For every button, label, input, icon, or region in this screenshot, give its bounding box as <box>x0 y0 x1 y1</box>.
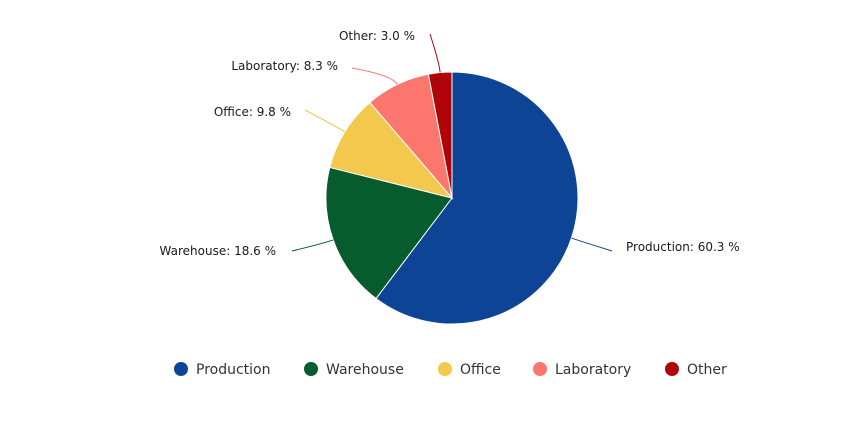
data-label-office: Office: 9.8 % <box>214 105 291 119</box>
leader-line-office <box>304 109 346 133</box>
legend-marker-other <box>665 362 679 376</box>
legend-marker-warehouse <box>304 362 318 376</box>
data-label-laboratory: Laboratory: 8.3 % <box>231 59 338 73</box>
legend-label-other: Other <box>687 362 727 378</box>
legend: Production Warehouse Office Laboratory Other <box>174 362 727 378</box>
leader-line-laboratory <box>351 67 398 85</box>
data-label-production: Production: 60.3 % <box>626 240 740 254</box>
leader-line-production <box>571 237 613 252</box>
pie-slice-office[interactable] <box>329 101 454 199</box>
legend-item-office[interactable]: Office <box>438 362 501 378</box>
pie-slices <box>325 71 579 325</box>
legend-label-warehouse: Warehouse <box>326 362 404 378</box>
legend-item-laboratory[interactable]: Laboratory <box>533 362 631 378</box>
leader-line-warehouse <box>291 239 334 252</box>
legend-label-production: Production <box>196 362 270 378</box>
legend-label-office: Office <box>460 362 501 378</box>
legend-label-laboratory: Laboratory <box>555 362 631 378</box>
data-labels: Production: 60.3 % Warehouse: 18.6 % Offic… <box>160 29 740 258</box>
leader-line-other <box>429 33 441 73</box>
legend-item-other[interactable]: Other <box>665 362 727 378</box>
data-label-warehouse: Warehouse: 18.6 % <box>160 244 276 258</box>
legend-marker-production <box>174 362 188 376</box>
legend-marker-office <box>438 362 452 376</box>
legend-item-warehouse[interactable]: Warehouse <box>304 362 404 378</box>
legend-marker-laboratory <box>533 362 547 376</box>
legend-item-production[interactable]: Production <box>174 362 270 378</box>
data-label-other: Other: 3.0 % <box>339 29 415 43</box>
